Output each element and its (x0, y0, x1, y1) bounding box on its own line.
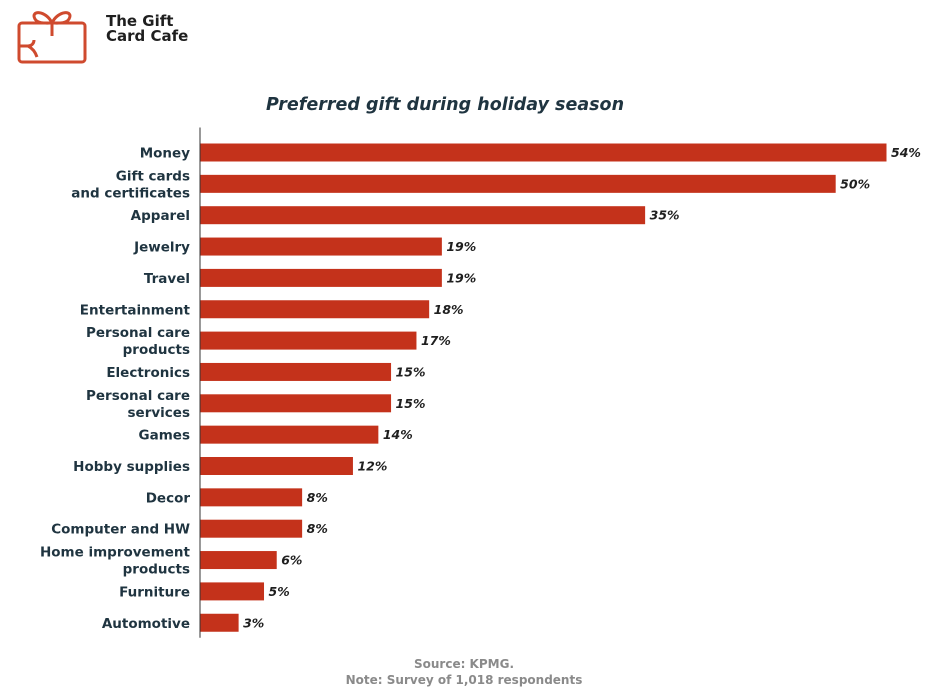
survey-note: Note: Survey of 1,018 respondents (345, 673, 583, 687)
category-label: and certificates (71, 185, 190, 201)
value-label: 8% (307, 521, 328, 536)
bar (200, 300, 430, 319)
bar (200, 519, 303, 538)
category-label: Gift cards (116, 168, 190, 184)
value-label: 19% (446, 270, 476, 285)
category-label: Travel (144, 271, 190, 287)
category-label: Electronics (106, 365, 190, 381)
brand-logo: The Gift Card Cafe (16, 6, 206, 66)
brand-name: The Gift Card Cafe (106, 14, 188, 44)
bar (200, 613, 239, 632)
value-label: 54% (891, 145, 921, 160)
bar (200, 488, 303, 507)
bar (200, 457, 353, 475)
bar (200, 331, 417, 350)
category-label: Personal care (86, 325, 190, 341)
value-label: 12% (357, 459, 387, 474)
value-label: 14% (383, 427, 413, 442)
value-label: 19% (446, 239, 476, 254)
chart-footer: Source: KPMG. Note: Survey of 1,018 resp… (0, 656, 928, 688)
value-label: 15% (396, 364, 426, 379)
category-label: Computer and HW (51, 522, 190, 538)
value-label: 35% (650, 208, 680, 223)
bar (200, 268, 442, 287)
category-label: services (128, 405, 190, 421)
bar (200, 237, 442, 256)
category-label: Personal care (86, 388, 190, 404)
value-label: 3% (243, 615, 264, 630)
value-label: 18% (434, 302, 464, 317)
gift-card-icon (17, 11, 87, 64)
category-label: Jewelry (133, 240, 190, 256)
source-note: Source: KPMG. (413, 657, 515, 671)
bar (200, 143, 887, 162)
bar (200, 174, 836, 193)
category-label: Home improvement (40, 545, 191, 561)
category-label: Automotive (102, 616, 190, 632)
bar (200, 582, 265, 601)
brand-name-line1: The Gift (106, 12, 174, 30)
bar (200, 425, 379, 444)
brand-name-line2: Card Cafe (106, 27, 189, 45)
value-label: 5% (269, 584, 290, 599)
category-label: Money (140, 146, 190, 162)
value-label: 17% (421, 333, 451, 348)
bar (200, 362, 392, 381)
value-label: 15% (396, 396, 426, 411)
chart-title: Preferred gift during holiday season (265, 95, 625, 115)
category-label: Hobby supplies (73, 459, 190, 475)
bar (200, 551, 277, 570)
category-label: products (123, 562, 190, 578)
category-label: Decor (146, 490, 191, 506)
bar (200, 394, 392, 413)
value-label: 8% (307, 490, 328, 505)
value-label: 50% (840, 176, 870, 191)
bar (200, 206, 646, 225)
category-label: Furniture (119, 584, 190, 600)
category-label: Apparel (131, 208, 190, 224)
category-label: products (123, 342, 190, 358)
category-label: Entertainment (80, 302, 191, 318)
value-label: 6% (281, 553, 302, 568)
category-label: Games (139, 428, 190, 444)
